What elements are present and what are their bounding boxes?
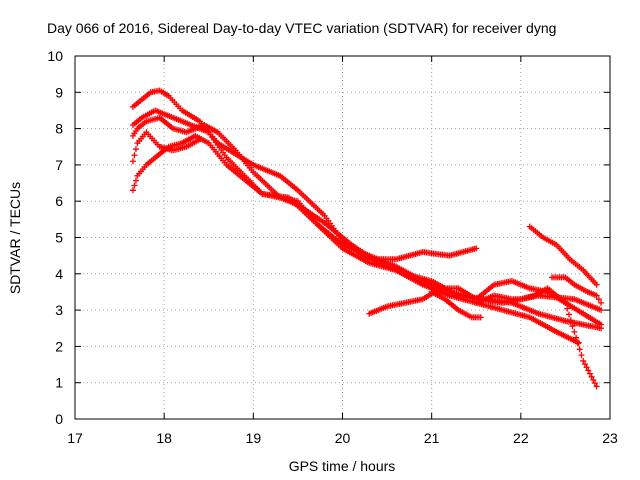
y-tick-label: 6 (55, 193, 63, 209)
data-point-marker (574, 340, 581, 347)
data-point-marker (565, 311, 572, 318)
data-point-marker (585, 367, 592, 374)
chart-title: Day 066 of 2016, Sidereal Day-to-day VTE… (47, 20, 556, 36)
series-track-7 (428, 288, 484, 321)
data-point-marker (586, 370, 593, 377)
data-point-marker (567, 317, 574, 324)
y-tick-label: 0 (55, 411, 63, 427)
y-tick-label: 1 (55, 375, 63, 391)
data-point-marker (598, 307, 605, 314)
y-tick-label: 3 (55, 302, 63, 318)
x-tick-label: 21 (424, 430, 440, 446)
x-tick-label: 18 (156, 430, 172, 446)
y-tick-label: 8 (55, 121, 63, 137)
data-point-marker (132, 177, 139, 184)
data-point-marker (593, 383, 600, 390)
data-point-marker (129, 187, 136, 194)
series-track-5 (129, 129, 203, 165)
data-point-marker (132, 146, 139, 153)
x-axis-label: GPS time / hours (289, 458, 396, 474)
data-point-marker (588, 373, 595, 380)
data-point-marker (580, 357, 587, 364)
data-point-marker (131, 182, 138, 189)
data-point-marker (575, 339, 582, 346)
data-point-marker (581, 361, 588, 368)
data-points (129, 87, 605, 390)
series-track-8 (526, 223, 600, 288)
data-point-marker (598, 299, 605, 306)
x-tick-label: 22 (513, 430, 529, 446)
data-point-marker (571, 328, 578, 335)
y-axis-label: SDTVAR / TECUs (7, 182, 23, 294)
data-point-marker (473, 245, 480, 252)
y-tick-label: 2 (55, 338, 63, 354)
y-tick-label: 7 (55, 157, 63, 173)
data-point-marker (583, 364, 590, 371)
data-point-marker (578, 352, 585, 359)
data-point-marker (129, 158, 136, 165)
data-point-marker (477, 314, 484, 321)
data-point-marker (598, 321, 605, 328)
series-track-10 (473, 285, 605, 328)
series-track-9 (549, 274, 605, 306)
data-point-marker (196, 136, 203, 143)
data-point-marker (593, 292, 600, 299)
data-point-marker (591, 380, 598, 387)
data-point-marker (576, 346, 583, 353)
x-tick-label: 17 (67, 430, 83, 446)
x-tick-label: 20 (335, 430, 351, 446)
y-tick-label: 10 (47, 48, 63, 64)
data-point-marker (590, 376, 597, 383)
x-tick-label: 19 (246, 430, 262, 446)
y-tick-label: 5 (55, 230, 63, 246)
data-point-marker (131, 152, 138, 159)
data-point-marker (593, 281, 600, 288)
x-tick-label: 23 (602, 430, 618, 446)
series-track-1 (129, 87, 480, 263)
series-track-6 (366, 278, 600, 390)
data-point-marker (595, 296, 602, 303)
y-tick-label: 4 (55, 266, 63, 282)
data-point-marker (569, 323, 576, 330)
data-point-marker (573, 334, 580, 341)
y-tick-label: 9 (55, 84, 63, 100)
